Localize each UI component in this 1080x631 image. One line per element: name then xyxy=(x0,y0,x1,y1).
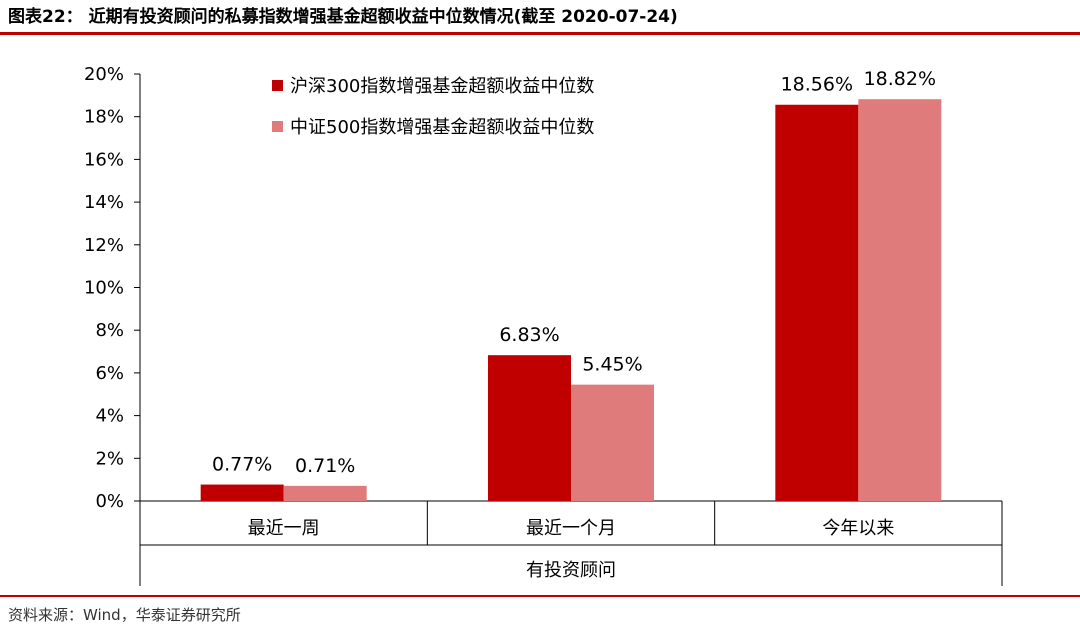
title-rule xyxy=(0,32,1080,35)
bar-hs300 xyxy=(200,484,284,501)
y-tick-label: 0% xyxy=(95,491,124,512)
legend-swatch xyxy=(272,121,283,132)
bar-zz500 xyxy=(858,99,942,502)
y-tick-label: 18% xyxy=(84,107,124,128)
data-label: 18.82% xyxy=(864,68,936,90)
bar-chart: 0% 2% 4% 6% 8% 10% 12% 14% 16% 18% 20% 最近一周 0.77% 0.7… xyxy=(84,64,1003,586)
y-tick-label: 20% xyxy=(84,64,124,85)
y-tick-label: 14% xyxy=(84,192,124,213)
y-tick-label: 2% xyxy=(95,448,124,469)
data-label: 0.77% xyxy=(212,454,272,476)
data-label: 0.71% xyxy=(295,455,355,477)
y-tick-label: 8% xyxy=(95,320,124,341)
legend-entry: 中证500指数增强基金超额收益中位数 xyxy=(290,117,594,138)
x-category-label: 最近一周 xyxy=(248,518,320,539)
x-category-label: 最近一个月 xyxy=(526,518,616,539)
chart-title: 图表22： 近期有投资顾问的私募指数增强基金超额收益中位数情况(截至 2020-… xyxy=(8,7,678,27)
x-group-label: 有投资顾问 xyxy=(526,560,616,581)
bar-hs300 xyxy=(488,355,571,501)
y-tick-label: 12% xyxy=(84,235,124,256)
legend-swatch xyxy=(272,80,283,91)
x-category-label: 今年以来 xyxy=(822,518,894,539)
legend-entry: 沪深300指数增强基金超额收益中位数 xyxy=(290,76,594,97)
data-label: 18.56% xyxy=(781,74,853,96)
bar-hs300 xyxy=(775,104,859,501)
y-tick-label: 6% xyxy=(95,363,124,384)
y-tick-label: 4% xyxy=(95,406,124,427)
y-tick-label: 10% xyxy=(84,278,124,299)
y-tick-label: 16% xyxy=(84,149,124,170)
data-label: 5.45% xyxy=(582,354,642,376)
bar-zz500 xyxy=(571,384,654,501)
data-label: 6.83% xyxy=(499,324,559,346)
source-note: 资料来源：Wind，华泰证券研究所 xyxy=(8,606,241,624)
footer-rule xyxy=(0,595,1080,597)
bar-zz500 xyxy=(283,485,367,501)
